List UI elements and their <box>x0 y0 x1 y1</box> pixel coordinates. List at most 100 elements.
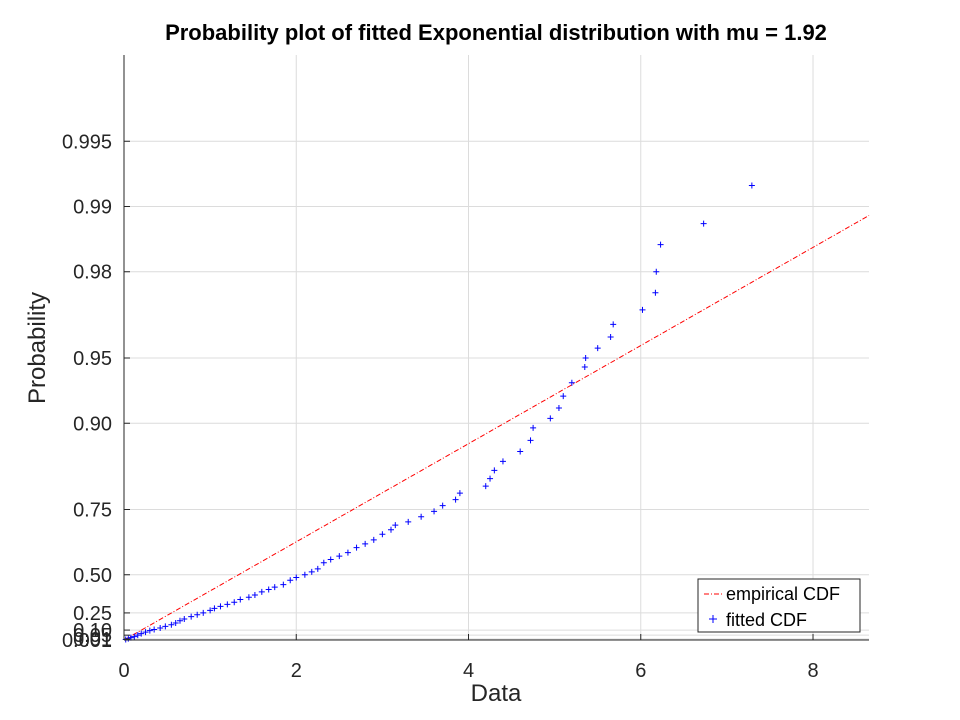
fitted-cdf-point <box>607 333 614 340</box>
fitted-cdf-point <box>142 629 149 636</box>
fitted-cdf-point <box>211 605 218 612</box>
fitted-cdf-point <box>336 553 343 560</box>
fitted-cdf-point <box>162 623 169 630</box>
y-axis-label: Probability <box>24 292 51 404</box>
fitted-cdf-point <box>194 611 201 618</box>
fitted-cdf-point <box>581 363 588 370</box>
fitted-cdf-point <box>439 502 446 509</box>
fitted-cdf-point <box>151 626 158 633</box>
fitted-cdf-point <box>610 321 617 328</box>
fitted-cdf-point <box>251 592 258 599</box>
fitted-cdf-point <box>639 306 646 313</box>
legend-fitted-label: fitted CDF <box>726 610 807 630</box>
fitted-cdf-point <box>652 289 659 296</box>
y-tick-label: 0.10 <box>73 620 112 642</box>
fitted-cdf-point <box>287 577 294 584</box>
fitted-cdf-point <box>344 549 351 556</box>
x-tick-label: 4 <box>463 660 474 682</box>
fitted-cdf-point <box>217 603 224 610</box>
fitted-cdf-point <box>265 586 272 593</box>
fitted-cdf-point <box>431 508 438 515</box>
fitted-cdf-point <box>308 568 315 575</box>
fitted-cdf-point <box>231 599 238 606</box>
y-tick-label: 0.95 <box>73 348 112 370</box>
legend-box <box>697 578 861 633</box>
fitted-cdf-point <box>188 613 195 620</box>
plot-background <box>124 55 869 640</box>
y-tick-label: 0.99 <box>73 197 112 219</box>
fitted-cdf-point <box>527 437 534 444</box>
fitted-cdf-point <box>594 345 601 352</box>
fitted-cdf-point <box>530 424 537 431</box>
fitted-cdf-point <box>176 617 183 624</box>
empirical-cdf-line <box>123 215 870 641</box>
fitted-cdf-point <box>224 601 231 608</box>
x-axis-label: Data <box>471 680 522 707</box>
fitted-cdf-point <box>491 467 498 474</box>
y-tick-label: 0.01 <box>73 629 112 651</box>
y-tick-label: 0.75 <box>73 500 112 522</box>
fitted-cdf-point <box>560 393 567 400</box>
fitted-cdf-point <box>138 630 145 637</box>
fitted-cdf-point <box>700 220 707 227</box>
fitted-cdf-point <box>301 571 308 578</box>
fitted-cdf-point <box>200 609 207 616</box>
legend-empirical-label: empirical CDF <box>726 584 840 604</box>
fitted-cdf-point <box>487 475 494 482</box>
fitted-cdf-point <box>237 596 244 603</box>
fitted-cdf-point <box>482 483 489 490</box>
fitted-cdf-point <box>168 621 175 628</box>
y-tick-label: 0.90 <box>73 413 112 435</box>
fitted-cdf-point <box>157 624 164 631</box>
fitted-cdf-point <box>379 531 386 538</box>
series-layer <box>122 182 870 643</box>
fitted-cdf-point <box>387 526 394 533</box>
fitted-cdf-point <box>405 518 412 525</box>
y-tick-label: 0.001 <box>62 630 112 652</box>
fitted-cdf-point <box>517 448 524 455</box>
fitted-cdf-point <box>181 615 188 622</box>
fitted-cdf-point <box>271 584 278 591</box>
fitted-cdf-point <box>452 496 459 503</box>
fitted-cdf-point <box>748 182 755 189</box>
legend-fitted-swatch <box>709 615 717 623</box>
fitted-cdf-point <box>314 565 321 572</box>
fitted-cdf-point <box>293 574 300 581</box>
fitted-cdf-point <box>547 415 554 422</box>
fitted-cdf-point <box>353 544 360 551</box>
fitted-cdf-point <box>582 355 589 362</box>
fitted-cdf-point <box>146 627 153 634</box>
fitted-cdf-point <box>134 632 141 639</box>
fitted-cdf-point <box>418 513 425 520</box>
fitted-cdf-point <box>245 594 252 601</box>
fitted-cdf-point <box>258 588 265 595</box>
fitted-cdf-point <box>370 536 377 543</box>
fitted-cdf-point <box>657 241 664 248</box>
fitted-cdf-point <box>362 540 369 547</box>
fitted-cdf-point <box>131 633 138 640</box>
fitted-cdf-point <box>172 620 179 627</box>
fitted-cdf-point <box>555 404 562 411</box>
chart-title: Probability plot of fitted Exponential d… <box>165 20 827 45</box>
fitted-cdf-point <box>320 559 327 566</box>
y-tick-label: 0.50 <box>73 565 112 587</box>
y-tick-label: 0.98 <box>73 262 112 284</box>
fitted-cdf-point <box>499 458 506 465</box>
fitted-cdf-point <box>280 581 287 588</box>
y-tick-label: 0.25 <box>73 603 112 625</box>
fitted-cdf-point <box>207 607 214 614</box>
y-tick-label: 0.995 <box>62 131 112 153</box>
fitted-cdf-point <box>568 379 575 386</box>
fitted-cdf-point <box>392 522 399 529</box>
y-tick-label: 0.05 <box>73 625 112 647</box>
x-tick-label: 2 <box>291 660 302 682</box>
x-tick-label: 6 <box>635 660 646 682</box>
x-tick-label: 0 <box>118 660 129 682</box>
fitted-cdf-point <box>653 268 660 275</box>
legend: empirical CDF fitted CDF <box>697 578 861 633</box>
fitted-cdf-point <box>456 490 463 497</box>
x-tick-label: 8 <box>807 660 818 682</box>
fitted-cdf-point <box>327 556 334 563</box>
